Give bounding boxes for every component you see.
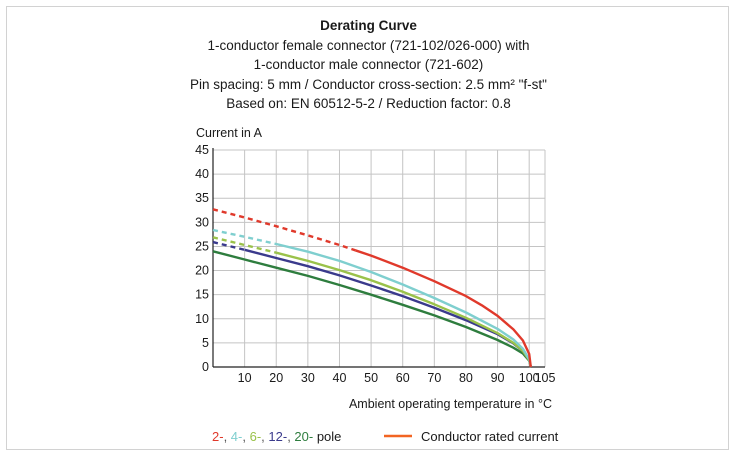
y-tick-label: 0 xyxy=(202,360,209,374)
x-tick-label: 20 xyxy=(269,371,283,385)
y-tick-label: 45 xyxy=(195,143,209,157)
chart-subtitle-line-3: Pin spacing: 5 mm / Conductor cross-sect… xyxy=(190,76,547,92)
chart-title-block: Derating Curve 1-conductor female connec… xyxy=(0,16,737,114)
chart-subtitle-line-1: 1-conductor female connector (721-102/02… xyxy=(207,37,530,53)
x-tick-label: 50 xyxy=(364,371,378,385)
x-tick-label: 100 xyxy=(519,371,540,385)
series-6-pole xyxy=(275,251,532,368)
chart-subtitle-line-2: 1-conductor male connector (721-602) xyxy=(253,57,484,72)
y-tick-label: 25 xyxy=(195,239,209,253)
pole-legend-item: 6- xyxy=(250,429,262,444)
x-tick-label: 70 xyxy=(427,371,441,385)
pole-legend-item: 12- xyxy=(268,429,287,444)
y-tick-label: 10 xyxy=(195,312,209,326)
x-tick-label: 105 xyxy=(535,371,556,385)
x-axis-label: Ambient operating temperature in °C xyxy=(349,397,552,411)
y-tick-label: 40 xyxy=(195,167,209,181)
series-12-pole-dashed xyxy=(212,240,245,251)
chart-frame xyxy=(6,6,729,450)
pole-legend-item: pole xyxy=(313,429,341,444)
x-tick-label: 30 xyxy=(301,371,315,385)
series-2-pole-dashed xyxy=(212,208,356,252)
pole-legend-item: , xyxy=(287,429,294,444)
x-tick-label: 90 xyxy=(491,371,505,385)
pole-legend-item: , xyxy=(261,429,268,444)
y-tick-label: 20 xyxy=(195,264,209,278)
y-tick-label: 30 xyxy=(195,215,209,229)
grid xyxy=(212,148,546,368)
series-20-pole xyxy=(212,250,532,368)
y-tick-label: 15 xyxy=(195,288,209,302)
x-tick-label: 10 xyxy=(238,371,252,385)
chart-title: Derating Curve xyxy=(320,18,417,33)
x-tick-label: 80 xyxy=(459,371,473,385)
y-axis-label: Current in A xyxy=(196,126,263,140)
series-2-pole xyxy=(354,249,532,368)
y-tick-label: 35 xyxy=(195,191,209,205)
pole-legend-item: , xyxy=(224,429,231,444)
pole-legend-item: 4- xyxy=(231,429,243,444)
pole-legend-item: , xyxy=(242,429,249,444)
rated-current-legend-label: Conductor rated current xyxy=(421,429,559,444)
pole-legend: 2-, 4-, 6-, 12-, 20- pole xyxy=(212,429,341,444)
y-tick-label: 5 xyxy=(202,336,209,350)
chart-subtitle-line-4: Based on: EN 60512-5-2 / Reduction facto… xyxy=(226,96,511,111)
pole-legend-item: 20- xyxy=(294,429,313,444)
series-4-pole-dashed xyxy=(212,228,277,246)
series-4-pole xyxy=(275,242,532,368)
series-lines xyxy=(212,208,532,368)
x-tick-label: 60 xyxy=(396,371,410,385)
series-6-pole-dashed xyxy=(212,236,277,254)
x-tick-label: 40 xyxy=(333,371,347,385)
pole-legend-item: 2- xyxy=(212,429,224,444)
